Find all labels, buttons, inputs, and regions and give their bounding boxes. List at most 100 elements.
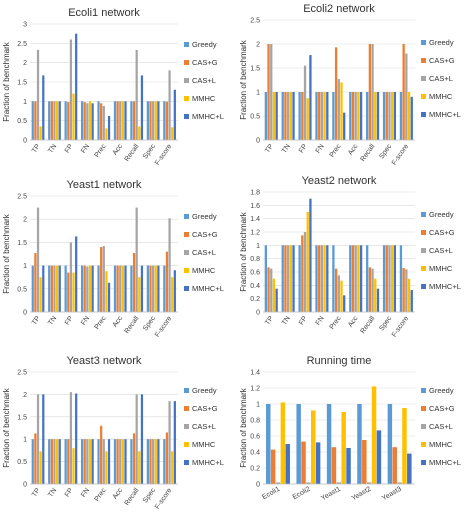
bar-mmhc-l-recall — [140, 265, 144, 312]
y-tick-label: 0.5 — [17, 459, 27, 466]
bar-mmhc-recall — [374, 92, 377, 140]
bar-cas-g-tn — [50, 265, 53, 312]
y-tick-label: 1.6 — [250, 203, 260, 210]
bar-mmhc-l-fn — [91, 439, 94, 484]
legend-swatch-greedy — [184, 42, 189, 47]
y-tick-label: 1.2 — [250, 386, 260, 393]
x-tick-label: F-score — [154, 143, 173, 167]
x-tick-label: Acc — [112, 143, 125, 157]
bar-cas-g-prec — [100, 425, 103, 484]
legend-label-greedy: Greedy — [429, 386, 454, 395]
legend-swatch-mmhc-l — [421, 112, 426, 117]
y-tick-label: 1.4 — [250, 370, 260, 377]
bar-cas-g-spec — [149, 265, 152, 312]
bar-greedy-fp — [64, 439, 67, 484]
x-tick-label: TN — [47, 143, 58, 155]
bar-cas-l-tp — [270, 268, 273, 312]
bar-cas-l-fp — [303, 65, 307, 140]
bar-cas-g-acc — [116, 101, 119, 140]
legend-swatch-cas-l — [421, 424, 426, 429]
bar-cas-l-recall — [135, 394, 138, 484]
legend-label-mmhc-l: MMHC+L — [192, 284, 224, 293]
y-tick-label: 2 — [23, 217, 27, 224]
bar-cas-g-yeast2 — [362, 440, 367, 484]
bar-cas-l-recall — [371, 268, 374, 312]
bar-cas-l-recall — [371, 44, 374, 140]
y-tick-label: 1.5 — [17, 80, 27, 87]
bar-greedy-yeast3 — [387, 404, 393, 484]
chart-panel-1: Ecoli1 network Fraction of benchmark 0 0.5 1… — [2, 7, 224, 167]
bar-cas-l-fn — [86, 439, 89, 484]
bar-cas-l-yeast1 — [336, 482, 342, 484]
bar-greedy-recall — [130, 101, 133, 140]
legend-label-mmhc-l: MMHC+L — [192, 458, 224, 467]
y-tick-label: 0 — [256, 482, 260, 489]
bar-mmhc-l-f-score — [173, 89, 176, 140]
y-tick-label: 0.5 — [17, 286, 27, 293]
bar-greedy-tp — [264, 245, 267, 312]
bar-mmhc-fn — [88, 265, 92, 312]
x-tick-label: F-score — [154, 315, 173, 339]
bar-cas-l-f-score — [168, 218, 171, 312]
bar-greedy-f-score — [399, 245, 403, 312]
legend-label-cas-l: CAS+L — [192, 76, 216, 85]
legend-swatch-cas-l — [184, 78, 189, 83]
x-tick-label: TP — [31, 315, 42, 327]
bar-mmhc-l-spec — [393, 92, 397, 140]
bar-cas-l-spec — [388, 245, 391, 312]
bar-mmhc-f-score — [407, 92, 411, 140]
legend-swatch-mmhc-l — [184, 460, 189, 465]
y-tick-label: 1 — [23, 437, 27, 444]
bar-cas-g-recall — [132, 253, 136, 312]
bar-cas-g-yeast1 — [331, 447, 337, 484]
chart-panel-6: Running time Fraction of benchmark 0 0.2 0.4… — [239, 355, 461, 502]
bar-cas-l-acc — [354, 245, 357, 312]
bar-greedy-acc — [349, 245, 352, 312]
bar-greedy-fp — [298, 92, 301, 140]
x-tick-label: Yeast1 — [320, 486, 342, 503]
bar-cas-g-f-score — [402, 44, 405, 140]
bar-mmhc-l-tn — [292, 92, 295, 140]
bar-cas-g-fp — [301, 92, 304, 140]
x-tick-label: TN — [47, 315, 58, 327]
y-tick-label: 1 — [256, 402, 260, 409]
bar-cas-l-tn — [53, 265, 56, 312]
bar-mmhc-l-prec — [107, 116, 111, 140]
y-tick-label: 1 — [256, 90, 260, 97]
bar-mmhc-prec — [340, 280, 343, 312]
y-tick-label: 0.8 — [250, 256, 260, 263]
bar-mmhc-l-f-score — [410, 290, 413, 312]
y-tick-label: 0 — [23, 138, 27, 145]
bar-mmhc-l-yeast1 — [346, 448, 351, 484]
bar-mmhc-l-tn — [58, 439, 61, 484]
x-tick-label: Yeast3 — [381, 486, 403, 503]
legend-swatch-greedy — [184, 214, 189, 219]
y-tick-label: 1.2 — [250, 230, 260, 237]
legend-label-greedy: Greedy — [192, 212, 217, 221]
y-tick-label: 0.4 — [250, 283, 260, 290]
bar-greedy-acc — [349, 92, 352, 140]
x-tick-label: Ecoli2 — [292, 486, 312, 502]
bar-mmhc-fp — [72, 93, 75, 140]
bar-cas-l-fn — [320, 92, 324, 140]
bar-mmhc-fn — [323, 92, 326, 140]
bar-cas-g-tp — [34, 253, 37, 312]
bar-greedy-tp — [31, 101, 34, 140]
bar-greedy-spec — [382, 92, 386, 140]
x-tick-label: FP — [298, 143, 309, 155]
bar-cas-g-tp — [267, 267, 270, 312]
x-tick-label: Prec — [94, 315, 108, 331]
x-tick-label: Acc — [347, 143, 360, 157]
x-tick-label: Ecoli1 — [261, 486, 281, 502]
bar-cas-l-acc — [119, 439, 122, 484]
bar-cas-g-tp — [34, 433, 37, 484]
bar-greedy-fp — [64, 265, 67, 312]
y-tick-label: 0.2 — [250, 296, 260, 303]
bar-cas-g-acc — [116, 265, 119, 312]
bar-cas-g-fn — [83, 265, 86, 312]
bar-cas-l-f-score — [405, 53, 408, 140]
x-tick-label: TP — [264, 315, 275, 327]
x-tick-label: Recall — [124, 487, 141, 507]
y-tick-label: 0 — [256, 138, 260, 145]
x-tick-label: Spec — [142, 143, 157, 160]
